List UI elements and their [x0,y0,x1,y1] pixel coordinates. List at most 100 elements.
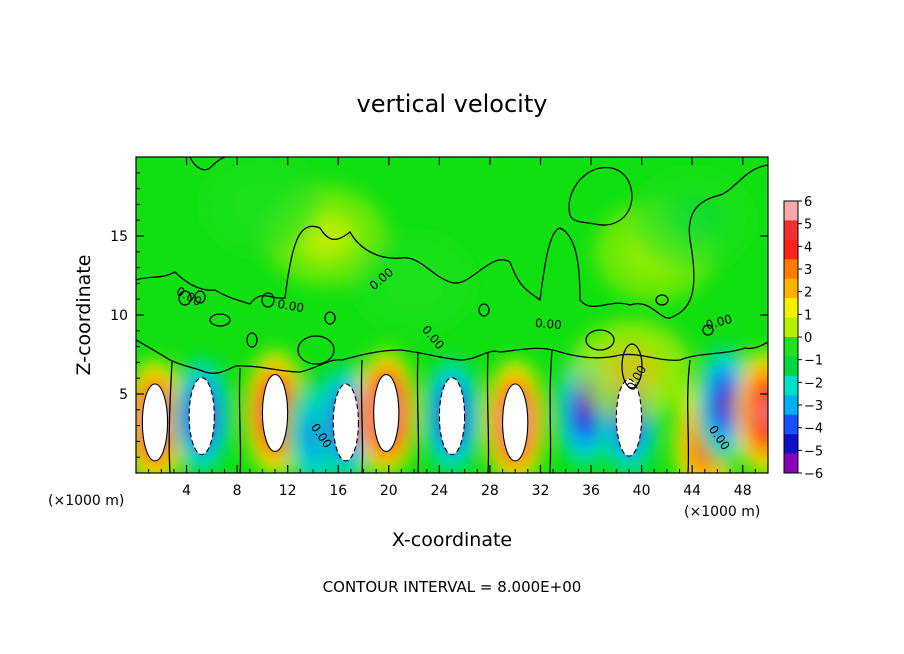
zero-contour-top-edge [189,157,226,171]
contour-interval-footer: CONTOUR INTERVAL = 8.000E+00 [323,578,582,596]
x-tick-label: 8 [233,483,242,499]
contour-label: 0.00 [276,297,305,315]
colorbar-swatch [784,453,798,474]
colorbar-swatch [784,375,798,396]
colorbar-swatch [784,317,798,338]
colorbar-tick-label: −2 [804,376,823,391]
velocity-cores [141,373,643,462]
colorbar-tick-label: 0 [804,331,812,346]
zero-contour-lower-boundary [136,339,768,374]
contour-loop-4 [246,332,258,348]
velocity-cell-core [188,377,215,456]
colorbar-swatch [784,220,798,241]
colorbar-swatch [784,201,798,221]
y-tick-label: 5 [119,387,128,403]
y-tick-label: 10 [110,308,128,324]
contour-loop-6 [478,303,490,317]
contour-label: 0.00 [704,312,733,332]
x-tick-label: 16 [329,483,347,499]
contour-loop-5 [324,311,336,325]
contour-loop-12 [209,313,231,327]
x-tick-label: 12 [279,483,297,499]
colorbar-swatch [784,395,798,416]
colorbar-swatch [784,259,798,280]
colorbar-swatch [784,298,798,318]
velocity-cell-core [438,377,466,456]
velocity-cell-core [261,373,289,452]
x-units-left: (×1000 m) [48,493,124,509]
plot-area: 0.00 0.000.000.00 0.000.00 0.000.000.00 [136,157,768,473]
velocity-cell-ring [579,399,590,421]
x-tick-label: 48 [734,483,752,499]
zero-contour-cell-divider-3 [360,359,364,473]
contour-loop-11 [297,335,335,365]
velocity-cell-ring [601,345,662,396]
contour-loop-2 [194,290,206,304]
x-axis-label: X-coordinate [392,529,512,551]
colorbar-tick-label: 2 [804,286,812,301]
colorbar-tick-label: 3 [804,263,812,278]
velocity-cell [202,157,323,255]
contour-loop-10 [585,329,615,351]
x-tick-label: 40 [633,483,651,499]
velocity-cell-core [373,373,400,452]
x-tick-label: 36 [582,483,600,499]
colorbar-tick-label: −3 [804,399,823,414]
x-tick-label: 44 [683,483,701,499]
contour-loop-8 [702,324,714,336]
x-tick-label: 32 [532,483,550,499]
contour-loop-3 [261,292,275,308]
colorbar-swatch [784,337,798,357]
colorbar-swatch [784,356,798,377]
velocity-cell-core [502,383,529,462]
colorbar-swatch [784,239,798,260]
zero-contour-cell-divider-6 [549,349,553,473]
velocity-cell [354,233,475,334]
velocity-cell-ring [720,393,731,414]
zero-contour-cell-divider-5 [486,351,490,473]
velocity-cell-ring [232,179,293,230]
colorbar-swatch [784,414,798,435]
velocity-cell-ring [384,258,445,309]
zero-contour-top-closed [568,166,633,226]
zero-contours [136,157,768,473]
colorbar-tick-label: 5 [804,218,812,233]
contour-label: 0.00 [534,316,562,332]
velocity-cell [571,320,692,421]
velocity-cell-ring [662,195,723,246]
velocity-cell [632,170,753,271]
colorbar-tick-label: 6 [804,195,812,210]
x-tick-label: 24 [430,483,448,499]
contour-loop-9 [621,343,643,389]
colorbar-tick-label: 4 [804,240,812,255]
velocity-cell-core [615,378,643,457]
colorbar-tick-label: 1 [804,308,812,323]
colorbar-tick-label: −5 [804,444,823,459]
velocity-cell-ring [760,402,768,424]
colorbar-tick-label: −1 [804,354,823,369]
chart-title: vertical velocity [357,90,548,118]
zero-contour-cell-divider-2 [238,367,242,473]
velocity-cell-core [141,383,169,462]
y-tick-label: 15 [110,229,128,245]
contour-loop-1 [178,290,192,306]
y-axis-label: Z-coordinate [73,255,95,376]
contour-loop-7 [655,294,669,306]
colorbar-swatch [784,278,798,299]
velocity-cell [735,350,768,473]
x-tick-label: 4 [182,483,191,499]
zero-contour-upper-boundary [136,164,768,319]
colorbar-tick-label: −4 [804,422,823,437]
x-units-right: (×1000 m) [684,504,760,520]
x-tick-label: 20 [380,483,398,499]
zero-contour-cell-divider-1 [168,361,173,473]
colorbar-tick-label: −6 [804,467,823,482]
colorbar: 6 5 4 3 2 1 0 −1 −2 −3 −4 −5 −6 [783,195,823,482]
velocity-cell-core [332,383,359,462]
zero-contour-cell-divider-7 [687,359,691,473]
x-tick-label: 28 [481,483,499,499]
zero-contour-cell-divider-4 [416,351,420,473]
colorbar-swatch [784,434,798,454]
